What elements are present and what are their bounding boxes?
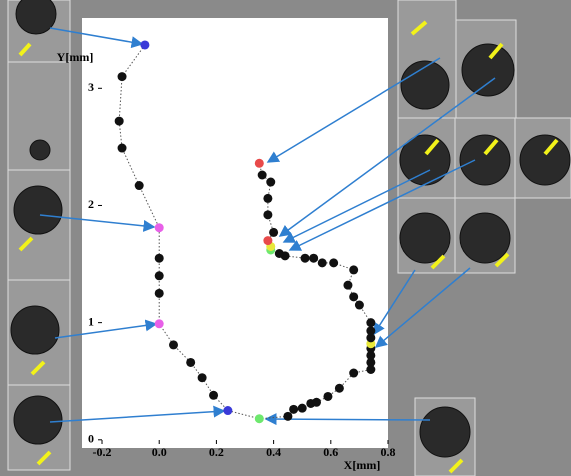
point — [254, 158, 264, 168]
point — [186, 357, 196, 367]
x-axis-label: X[mm] — [344, 458, 381, 472]
y-tick-label: 1 — [88, 314, 94, 328]
point — [154, 288, 164, 298]
point — [117, 143, 127, 153]
x-tick-label: 0.4 — [266, 445, 281, 459]
point — [366, 326, 376, 336]
y-tick-label: 2 — [88, 197, 94, 211]
point — [197, 373, 207, 383]
point — [223, 406, 233, 416]
point — [349, 368, 359, 378]
y-axis-label: Y[mm] — [57, 50, 94, 64]
point — [266, 177, 276, 187]
point — [114, 116, 124, 126]
point — [317, 258, 327, 268]
point — [297, 403, 307, 413]
x-tick-label: 0.6 — [323, 445, 338, 459]
y-tick-label: 0 — [88, 432, 94, 446]
point — [343, 280, 353, 290]
point — [366, 350, 376, 360]
pointer-arrows — [39, 27, 496, 426]
point — [354, 300, 364, 310]
point — [312, 397, 322, 407]
x-tick-label: -0.2 — [93, 445, 112, 459]
point — [140, 40, 150, 50]
point — [329, 258, 339, 268]
point — [289, 404, 299, 414]
point — [366, 333, 376, 343]
plot-area — [82, 18, 388, 448]
point — [274, 249, 284, 259]
point — [154, 223, 164, 233]
point — [154, 253, 164, 263]
point — [283, 411, 293, 421]
point — [134, 181, 144, 191]
point — [334, 383, 344, 393]
x-tick-label: 0.2 — [209, 445, 224, 459]
point — [254, 414, 264, 424]
point — [169, 340, 179, 350]
point — [323, 391, 333, 401]
photos — [7, 0, 571, 476]
point — [349, 292, 359, 302]
point — [269, 227, 279, 237]
point — [117, 72, 127, 82]
point — [366, 357, 376, 367]
x-tick-label: 0.8 — [381, 445, 396, 459]
y-tick-label: 3 — [88, 80, 94, 94]
point — [300, 253, 310, 263]
point — [309, 253, 319, 263]
point — [263, 210, 273, 220]
point — [154, 319, 164, 329]
point — [366, 318, 376, 328]
point — [349, 265, 359, 275]
point — [263, 193, 273, 203]
point — [257, 170, 267, 180]
x-tick-label: 0.0 — [152, 445, 167, 459]
point — [366, 364, 376, 374]
point — [209, 390, 219, 400]
point — [263, 236, 273, 246]
point — [154, 271, 164, 281]
